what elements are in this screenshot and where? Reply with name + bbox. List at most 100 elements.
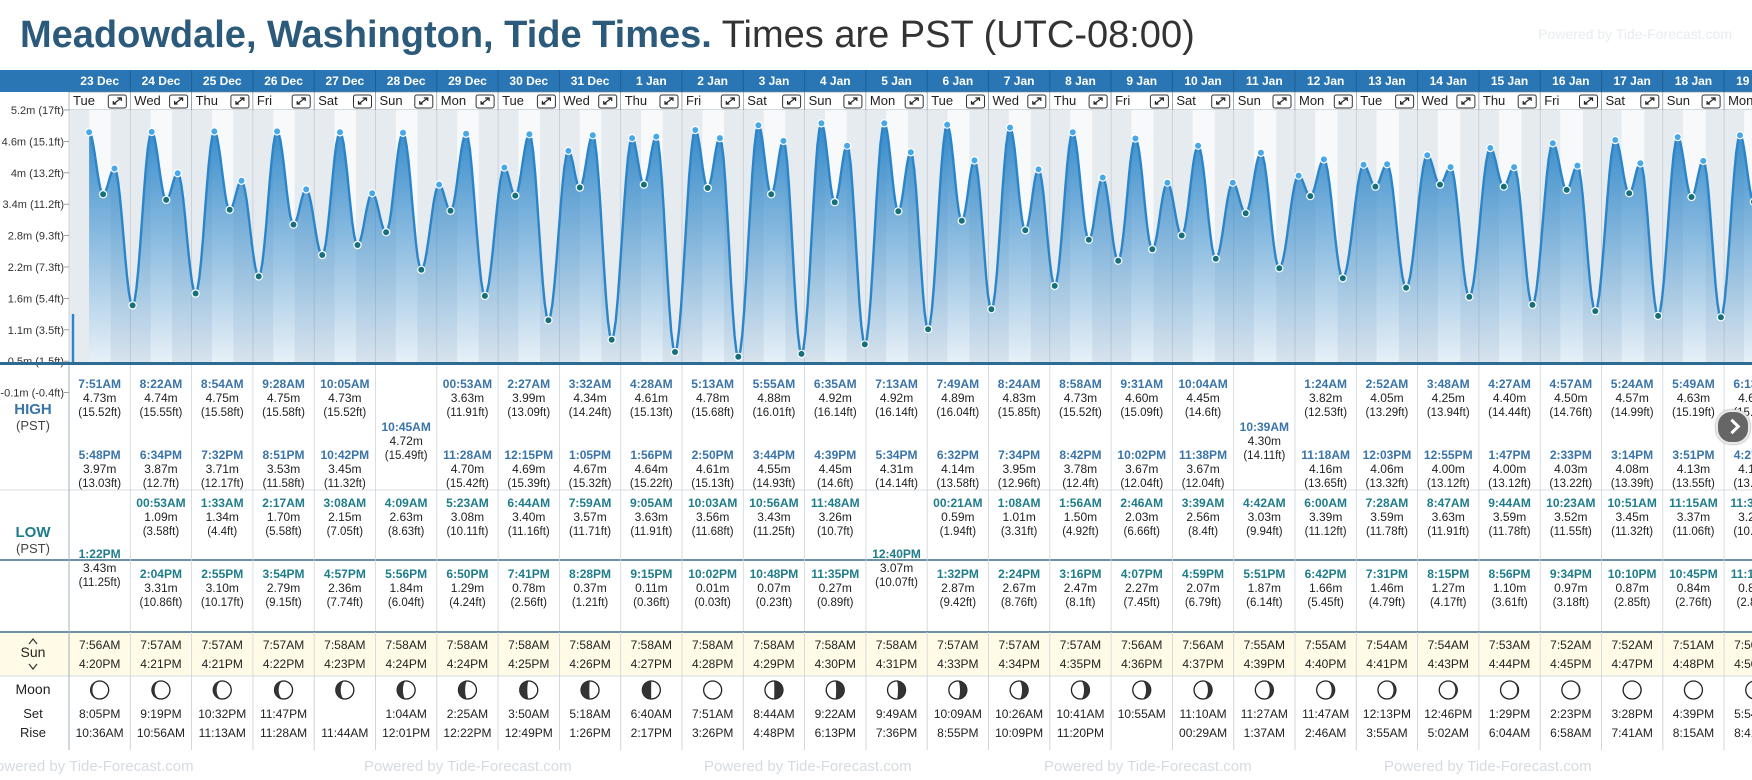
- tide-height-ft: (14.14ft): [875, 478, 918, 490]
- tide-height-ft: (3.58ft): [143, 526, 180, 538]
- sunrise-time: 7:57AM: [1060, 638, 1101, 652]
- sunset-time: 4:31PM: [876, 657, 917, 671]
- tide-height-ft: (1.21ft): [572, 597, 609, 609]
- tide-height-ft: (13.65ft): [1304, 478, 1347, 490]
- high-tide-point: [588, 130, 598, 140]
- tide-height-ft: (11.32ft): [1611, 526, 1653, 538]
- tide-height-m: 4.89m: [941, 391, 974, 405]
- moonrise-time: 10:56AM: [137, 726, 185, 740]
- date-label: 5 Jan: [881, 74, 912, 88]
- tide-height-m: 3.52m: [1554, 510, 1587, 524]
- low-tide-point: [480, 291, 490, 301]
- high-tide-point: [1735, 130, 1745, 140]
- weekday-label: Mon: [870, 93, 895, 108]
- moonset-time: 11:10AM: [1179, 707, 1226, 721]
- tide-time: 1:32PM: [937, 567, 979, 581]
- tide-time: 8:56PM: [1489, 567, 1531, 581]
- moon-phase-icon: [1316, 680, 1336, 700]
- high-tide-point: [302, 185, 311, 194]
- tide-time: 8:28PM: [569, 567, 611, 581]
- date-label: 30 Dec: [509, 74, 548, 88]
- weekday-label: Wed: [993, 93, 1020, 108]
- moon-phase-icon: [703, 680, 723, 700]
- tide-height-m: 3.57m: [573, 510, 606, 524]
- weekday-label: Sun: [1238, 93, 1261, 108]
- moon-phase-icon: [519, 680, 539, 700]
- tide-height-ft: (8.1ft): [1065, 597, 1095, 609]
- tide-height-m: 3.63m: [1432, 510, 1465, 524]
- tide-height-m: 4.63m: [1677, 391, 1710, 405]
- tide-time: 10:10PM: [1608, 567, 1657, 581]
- sunrise-time: 7:54AM: [1428, 638, 1469, 652]
- sunrise-time: 7:58AM: [569, 638, 610, 652]
- sunset-time: 4:37PM: [1182, 657, 1223, 671]
- tide-height-m: 3.10m: [206, 581, 239, 595]
- tide-time: 2:04PM: [140, 567, 182, 581]
- title-bar: Meadowdale, Washington, Tide Times. Time…: [0, 0, 1752, 70]
- tide-height-ft: (13.94ft): [1427, 407, 1470, 419]
- moon-phase-icon: [641, 680, 661, 700]
- date-label: 16 Jan: [1552, 74, 1589, 88]
- tide-time: 4:27PM: [1734, 448, 1752, 462]
- tide-time: 7:13AM: [875, 377, 918, 391]
- tide-height-ft: (15.52ft): [1059, 407, 1102, 419]
- sunrise-time: 7:55AM: [1305, 638, 1346, 652]
- tide-height-m: 4.57m: [1615, 391, 1648, 405]
- low-tide-point: [894, 207, 903, 216]
- date-label: 28 Dec: [387, 74, 426, 88]
- moonrise-time: 8:15AM: [1673, 726, 1714, 740]
- date-label: 1 Jan: [636, 74, 667, 88]
- low-tide-point: [670, 347, 680, 357]
- tide-height-ft: (4.24ft): [449, 597, 486, 609]
- tide-time: 5:23AM: [446, 496, 489, 510]
- tide-height-ft: (6.79ft): [1185, 597, 1222, 609]
- date-label: 8 Jan: [1065, 74, 1096, 88]
- high-tide-point: [652, 132, 661, 141]
- high-tide-point: [943, 120, 952, 129]
- tide-time: 10:05AM: [320, 377, 369, 391]
- weekday-label: Sat: [747, 93, 767, 108]
- low-tide-point: [511, 191, 520, 200]
- tide-time: 9:31AM: [1120, 377, 1163, 391]
- tide-height-ft: (13.39ft): [1611, 478, 1654, 490]
- tide-height-m: 3.63m: [451, 391, 484, 405]
- tide-height-m: 3.27m: [1738, 510, 1752, 524]
- tide-height-m: 2.07m: [1186, 581, 1219, 595]
- tide-height-ft: (15.32ft): [569, 478, 612, 490]
- tide-height-m: 4.75m: [267, 391, 300, 405]
- high-tide-point: [842, 141, 852, 150]
- sun-label: Sun: [21, 644, 46, 660]
- moonset-time: 9:49AM: [876, 707, 917, 721]
- sunrise-time: 7:58AM: [753, 638, 794, 652]
- low-tide-point: [830, 197, 839, 207]
- sunset-time: 4:36PM: [1121, 657, 1162, 671]
- y-tick-label: 4m (13.2ft): [11, 168, 64, 180]
- tide-time: 3:08AM: [324, 496, 367, 510]
- scroll-right-button[interactable]: [1716, 410, 1750, 444]
- tide-time: 2:17AM: [262, 496, 305, 510]
- low-tide-point: [128, 301, 137, 310]
- low-tide-point: [575, 183, 585, 192]
- sunset-time: 4:45PM: [1550, 657, 1591, 671]
- moonset-time: 12:13PM: [1363, 707, 1411, 721]
- high-tide-point: [1611, 135, 1620, 145]
- low-tide-point: [987, 304, 996, 314]
- low-tide-point: [639, 180, 649, 189]
- low-tide-point: [703, 183, 712, 193]
- timezone-note: Times are PST (UTC-08:00): [721, 14, 1195, 56]
- high-label: HIGH: [14, 401, 52, 418]
- tide-height-m: 3.43m: [757, 510, 790, 524]
- sunrise-time: 7:58AM: [385, 638, 426, 652]
- tide-height-ft: (10.17ft): [201, 597, 244, 609]
- tide-table: 23 Dec Tue 24 Dec Wed 25 Dec Thu 26 Dec Fri 27 D…: [0, 70, 1752, 750]
- tide-time: 8:15PM: [1427, 567, 1469, 581]
- tide-height-m: 3.97m: [83, 462, 116, 476]
- moonrise-time: 7:41AM: [1611, 726, 1652, 740]
- moonrise-time: 11:28AM: [260, 726, 307, 740]
- tide-height-ft: (7.05ft): [327, 526, 364, 538]
- tide-height-m: 4.72m: [389, 434, 422, 448]
- tide-time: 6:35AM: [814, 377, 857, 391]
- tide-height-m: 3.26m: [819, 510, 852, 524]
- tide-time: 2:33PM: [1550, 448, 1592, 462]
- tide-height-ft: (9.15ft): [265, 597, 302, 609]
